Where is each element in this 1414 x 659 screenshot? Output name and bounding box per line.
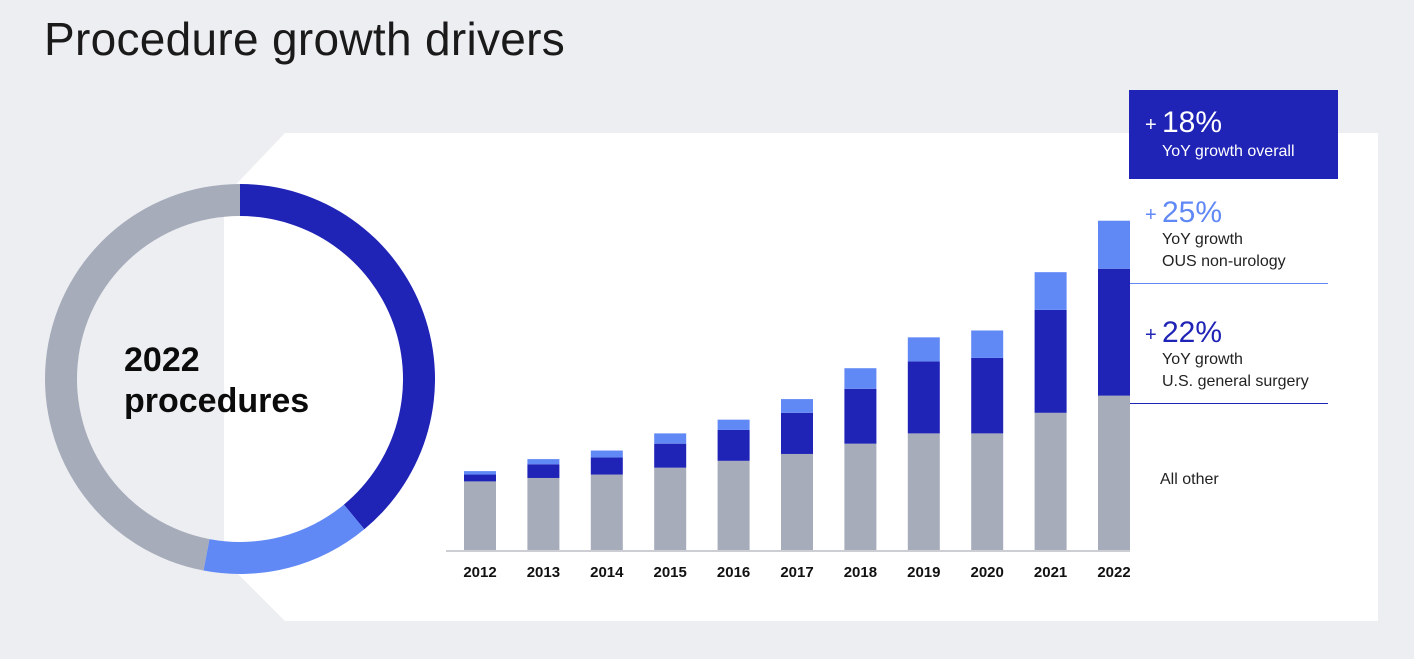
- bar-2017-ous-non-urology: [781, 399, 813, 413]
- bar-2017-all-other: [781, 453, 813, 550]
- donut-label-year: 2022: [124, 341, 200, 379]
- callout-us-general-surgery: + 22% YoY growth U.S. general surgery: [1129, 316, 1329, 404]
- bar-2018-u-s-general-surgery: [844, 388, 877, 444]
- bar-2014-ous-non-urology: [590, 450, 623, 458]
- bar-2012-ous-non-urology: [464, 471, 496, 475]
- callout-percent: 18%: [1162, 106, 1223, 139]
- x-tick-label: 2016: [717, 564, 750, 581]
- bar-2021-ous-non-urology: [1034, 272, 1067, 310]
- bar-2015-u-s-general-surgery: [654, 443, 687, 468]
- callout-percent: 25%: [1162, 196, 1223, 229]
- bar-2013-ous-non-urology: [527, 459, 560, 465]
- callout-desc-line1: YoY growth: [1162, 231, 1243, 248]
- donut-segment-2: [44, 184, 240, 571]
- x-tick-label: 2021: [1034, 564, 1067, 581]
- donut-label-text: procedures: [124, 382, 310, 420]
- x-tick-label: 2012: [463, 564, 496, 581]
- divider-ous: [1130, 283, 1328, 284]
- callout-description: All other: [1160, 471, 1219, 488]
- bar-2021-all-other: [1034, 412, 1067, 550]
- callout-desc-line2: U.S. general surgery: [1162, 373, 1309, 390]
- callout-percent: 22%: [1162, 316, 1223, 349]
- callout-plus: +: [1145, 204, 1157, 226]
- bar-2022-u-s-general-surgery: [1098, 268, 1130, 396]
- x-tick-label: 2022: [1097, 564, 1130, 581]
- bar-2016-u-s-general-surgery: [717, 429, 750, 461]
- bar-2019-ous-non-urology: [907, 337, 940, 362]
- bar-2019-all-other: [907, 433, 940, 550]
- bar-2018-all-other: [844, 443, 877, 550]
- bar-2021-u-s-general-surgery: [1034, 309, 1067, 413]
- bar-2012-all-other: [464, 481, 496, 550]
- callout-description: YoY growth overall: [1162, 143, 1295, 160]
- donut-segment-1: [203, 504, 365, 574]
- bar-2020-ous-non-urology: [971, 330, 1004, 358]
- bar-2014-u-s-general-surgery: [590, 457, 623, 475]
- bar-2013-u-s-general-surgery: [527, 464, 560, 478]
- callout-ous-non-urology: + 25% YoY growth OUS non-urology: [1129, 196, 1329, 284]
- bar-2016-all-other: [717, 460, 750, 550]
- bar-2022-ous-non-urology: [1098, 220, 1130, 269]
- x-tick-label: 2017: [780, 564, 813, 581]
- callout-desc-line2: OUS non-urology: [1162, 253, 1286, 270]
- stacked-bar-chart: 2012 2013 2014 2015 2016 2017 2018 2019 2020 2021…: [446, 220, 1130, 581]
- donut-segment-0: [240, 184, 435, 530]
- bar-2020-all-other: [971, 433, 1004, 550]
- bar-2017-u-s-general-surgery: [781, 412, 813, 454]
- page-title: Procedure growth drivers: [44, 13, 566, 65]
- x-tick-label: 2013: [527, 564, 560, 581]
- bar-2018-ous-non-urology: [844, 368, 877, 389]
- bar-2012-u-s-general-surgery: [464, 474, 496, 482]
- bar-2020-u-s-general-surgery: [971, 357, 1004, 434]
- bar-2013-all-other: [527, 477, 560, 550]
- callout-desc-line1: YoY growth: [1162, 351, 1243, 368]
- x-tick-label: 2019: [907, 564, 940, 581]
- x-tick-label: 2015: [654, 564, 687, 581]
- bar-2014-all-other: [590, 474, 623, 550]
- x-tick-label: 2018: [844, 564, 877, 581]
- procedures-donut: [44, 183, 436, 575]
- callout-description: YoY growth U.S. general surgery: [1162, 349, 1309, 393]
- bar-2016-ous-non-urology: [717, 419, 750, 430]
- callout-plus: +: [1145, 114, 1157, 136]
- callout-description: YoY growth OUS non-urology: [1162, 229, 1286, 273]
- divider-us: [1130, 403, 1328, 404]
- x-tick-label: 2014: [590, 564, 624, 581]
- bar-2019-u-s-general-surgery: [907, 361, 940, 434]
- donut-label: 2022 procedures: [124, 340, 309, 422]
- callout-plus: +: [1145, 324, 1157, 346]
- bar-2015-all-other: [654, 467, 687, 550]
- bar-2022-all-other: [1098, 395, 1130, 550]
- x-tick-label: 2020: [971, 564, 1004, 581]
- bar-2015-ous-non-urology: [654, 433, 687, 444]
- callout-overall-growth: + 18% YoY growth overall: [1129, 90, 1338, 179]
